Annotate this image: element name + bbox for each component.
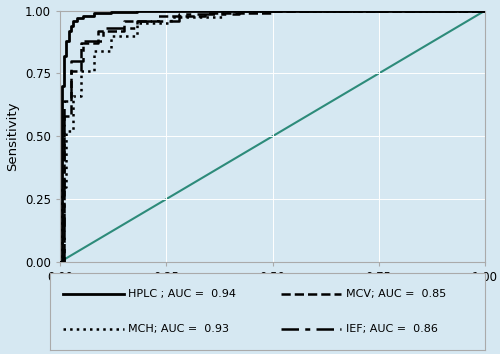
Text: MCH; AUC =  0.93: MCH; AUC = 0.93 [128,324,230,334]
Y-axis label: Sensitivity: Sensitivity [6,102,20,171]
Text: IEF; AUC =  0.86: IEF; AUC = 0.86 [346,324,438,334]
Text: HPLC ; AUC =  0.94: HPLC ; AUC = 0.94 [128,289,236,299]
X-axis label: 1-Specificity: 1-Specificity [232,290,314,303]
Text: MCV; AUC =  0.85: MCV; AUC = 0.85 [346,289,446,299]
